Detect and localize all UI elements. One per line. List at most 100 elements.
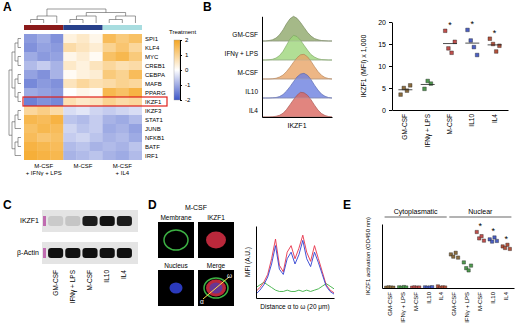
ladder	[43, 248, 46, 258]
lane-label: IL10	[103, 270, 110, 283]
heatmap-cell	[129, 133, 142, 142]
treatment-bar	[103, 25, 142, 30]
axis: GM-CSFIFNγ + LPSM-CSFIL10IL4GM-CSFIFNγ +…	[383, 289, 515, 323]
tick: 0	[180, 67, 189, 73]
heatmap-cell	[37, 115, 50, 124]
axis-line	[256, 227, 257, 299]
heatmap-cell	[76, 70, 89, 79]
heatmap-cell	[129, 79, 142, 88]
dendrogram-link	[109, 20, 122, 24]
dendrogram-link	[31, 20, 44, 24]
significance: *	[448, 20, 452, 30]
band	[100, 248, 115, 258]
dendrogram-link	[86, 13, 125, 17]
heatmap-cell	[24, 79, 37, 88]
row-label: IKZF1	[145, 99, 162, 105]
band	[82, 248, 97, 258]
tick-label: 15	[378, 41, 386, 48]
point	[454, 251, 457, 254]
point	[469, 39, 473, 43]
dendrogram-link	[15, 43, 18, 61]
heatmap-cell	[24, 43, 37, 52]
ridge	[262, 73, 332, 98]
heatmap-cell	[103, 142, 116, 151]
mean-line	[465, 43, 479, 44]
row-label: β-Actin	[17, 249, 39, 257]
heatmap-cell	[90, 70, 103, 79]
heatmap-cell	[116, 115, 129, 124]
heatmap-cell	[63, 115, 76, 124]
heatmap-cell	[37, 88, 50, 97]
points	[398, 28, 501, 96]
heatmap-cell	[90, 52, 103, 61]
heatmap-cell	[116, 34, 129, 43]
point	[503, 246, 506, 249]
heatmap-cell	[103, 115, 116, 124]
tick-label: IL10	[426, 291, 432, 303]
tick-label: IL10	[490, 291, 496, 303]
heatmap-cell	[90, 115, 103, 124]
point	[405, 286, 408, 288]
heatmap-cell	[76, 43, 89, 52]
heatmap-cell	[90, 106, 103, 115]
tick: IFNγ + LPS	[464, 292, 470, 323]
dendrogram-link	[15, 115, 21, 129]
heatmap-cell	[129, 34, 142, 43]
heatmap-cell	[129, 88, 142, 97]
image-bg	[198, 270, 234, 306]
colorbar	[174, 40, 180, 100]
heatmap-cell	[103, 88, 116, 97]
tick-label: GM-CSF	[401, 114, 408, 140]
image-bg	[198, 222, 234, 258]
heatmap-cell	[24, 106, 37, 115]
heatmap-cell	[63, 34, 76, 43]
axis-line	[383, 288, 515, 289]
axis	[263, 117, 333, 118]
heatmap-cell	[63, 97, 76, 106]
heatmap-cell	[24, 88, 37, 97]
highlight	[23, 97, 167, 106]
point	[447, 47, 451, 51]
panel-letter: B	[203, 0, 212, 14]
heatmap-cell	[76, 151, 89, 160]
point	[431, 286, 434, 288]
heatmap-cell	[76, 115, 89, 124]
axis	[262, 93, 263, 118]
figure: ASPI1KLF4MYCCREB1CEBPAMAFBPPARGIKZF1IKZF…	[0, 0, 520, 336]
axis-line	[392, 23, 393, 111]
tick: IL10	[490, 291, 496, 303]
tick-mark	[180, 55, 182, 56]
row-label: IRF1	[145, 153, 159, 159]
heatmap-cell	[116, 124, 129, 133]
tick-label: 0	[382, 107, 386, 114]
ridge	[262, 54, 332, 79]
heatmap-cell	[90, 43, 103, 52]
micrograph	[198, 222, 234, 258]
group-label: Nuclear	[468, 208, 493, 215]
panel-c: CIKZF1β-ActinGM-CSFIFNγ + LPSM-CSFIL10IL…	[3, 198, 138, 303]
ridge	[262, 35, 332, 60]
points	[385, 230, 512, 288]
row-label: IKZF3	[145, 108, 162, 114]
heatmap-cell	[24, 133, 37, 142]
panel-b-histogram: BGM-CSFIFNγ + LPSM-CSFIL10IL4IKZF1	[203, 0, 333, 129]
axis-title: IKZF1 activation (OD450 nm)	[365, 217, 371, 295]
baseline	[262, 79, 332, 80]
heatmap-cell	[116, 97, 129, 106]
tick: 5	[382, 85, 392, 92]
tick-label: GM-CSF	[387, 292, 393, 316]
tick-mark	[389, 44, 392, 45]
heatmap-cell	[116, 133, 129, 142]
heatmap-cell	[50, 52, 63, 61]
tick: 0	[382, 107, 392, 114]
band	[100, 216, 115, 226]
band	[82, 216, 97, 226]
heatmap-cell	[63, 43, 76, 52]
dendrogram-link	[18, 75, 21, 84]
band	[117, 248, 132, 258]
axis-line	[262, 93, 263, 118]
dendrogram-link	[18, 138, 21, 147]
heatmap-cell	[63, 79, 76, 88]
heatmap-cell	[50, 124, 63, 133]
axis	[256, 227, 257, 299]
